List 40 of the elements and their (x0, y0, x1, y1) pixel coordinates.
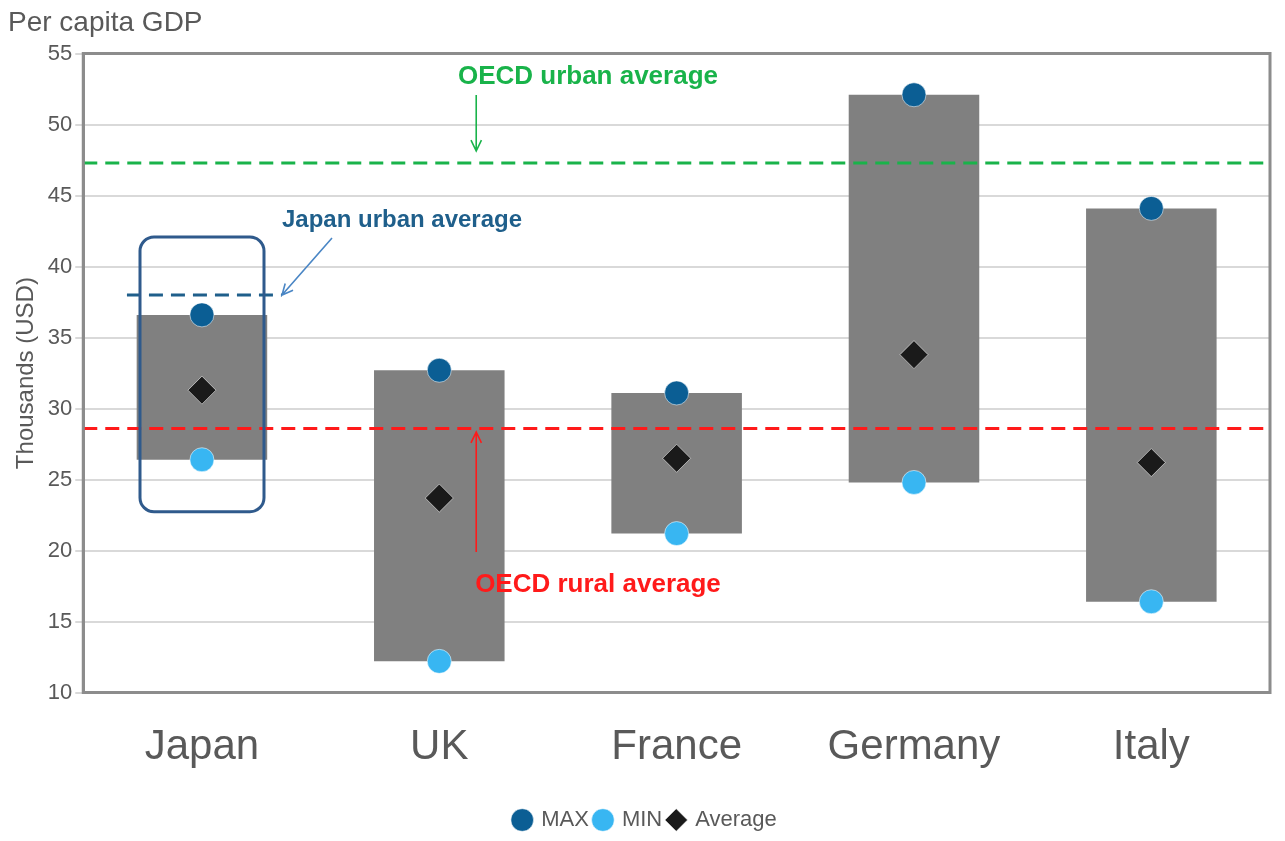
y-tick-label: 55 (47, 39, 73, 65)
y-tick-label: 10 (47, 678, 73, 704)
legend-label: MIN (621, 806, 663, 832)
point (426, 357, 452, 383)
point (662, 443, 692, 473)
y-axis-title: Thousands (USD) (11, 277, 39, 470)
y-tick-label: 50 (47, 110, 73, 136)
x-tick-label: Japan (144, 721, 260, 769)
bar (1086, 208, 1217, 602)
y-tick-label: 20 (47, 536, 73, 562)
bar (848, 94, 980, 483)
point (664, 521, 690, 547)
point (189, 302, 215, 328)
point (424, 483, 454, 513)
point (899, 340, 929, 370)
legend-label: Average (695, 806, 777, 832)
bar (611, 392, 742, 534)
y-tick-label: 45 (47, 181, 73, 207)
y-tick-label: 30 (47, 394, 73, 420)
legend-label: MAX (541, 806, 590, 832)
y-tick-label: 35 (47, 323, 73, 349)
point (189, 447, 215, 473)
point (664, 380, 690, 406)
x-tick-label: UK (410, 721, 469, 769)
point (426, 648, 452, 674)
x-tick-label: Italy (1112, 721, 1190, 769)
ref-line-label: OECD urban average (457, 60, 719, 91)
y-tick-label: 40 (47, 252, 73, 278)
y-tick-label: 25 (47, 465, 73, 491)
ref-line-label: Japan urban average (281, 204, 523, 232)
point (1138, 195, 1164, 221)
x-tick-label: Germany (827, 721, 1001, 769)
point (1136, 448, 1166, 478)
chart-title: Per capita GDP (8, 5, 203, 37)
point (901, 469, 927, 495)
x-tick-label: France (611, 721, 742, 769)
point (901, 82, 927, 108)
y-tick-label: 15 (47, 607, 73, 633)
point (1138, 589, 1164, 615)
point (187, 375, 217, 405)
